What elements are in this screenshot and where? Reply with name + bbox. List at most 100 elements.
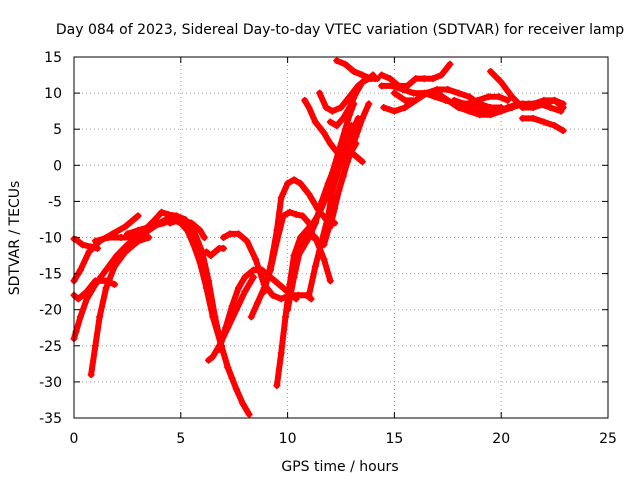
series-arc-5 (87, 234, 153, 379)
data-point (504, 96, 512, 104)
data-point (446, 60, 454, 68)
data-point (164, 210, 172, 218)
data-point (74, 295, 82, 303)
data-point (292, 210, 300, 218)
series-arc-31 (487, 67, 567, 112)
data-point (386, 75, 394, 83)
y-axis-label: SDTVAR / TECUs (7, 181, 23, 296)
grid-lines (74, 57, 608, 418)
data-point (96, 313, 104, 321)
data-point (196, 259, 204, 267)
data-point (249, 266, 257, 274)
data-point (316, 89, 324, 97)
data-point (337, 104, 345, 112)
data-point (305, 190, 313, 198)
data-point (254, 298, 262, 306)
data-point (277, 295, 285, 303)
data-point (134, 226, 142, 234)
data-point (429, 75, 437, 83)
data-point (205, 356, 213, 364)
data-point (557, 107, 565, 115)
data-point (519, 104, 527, 112)
data-point (247, 313, 255, 321)
data-point (296, 179, 304, 187)
y-tick-label: 15 (44, 50, 62, 66)
data-point (559, 100, 567, 108)
data-point (76, 266, 84, 274)
data-point (378, 82, 386, 90)
data-point (339, 114, 347, 122)
data-point (311, 234, 319, 241)
data-point (104, 234, 112, 241)
chart-title: Day 084 of 2023, Sidereal Day-to-day VTE… (56, 22, 624, 38)
data-point (301, 96, 309, 104)
data-point (305, 234, 313, 241)
data-point (333, 122, 341, 130)
data-point (551, 96, 559, 104)
data-point (412, 96, 420, 104)
axis-ticks: 0 5 10 15 20 25 -35 -30 -25 -20 -15 -10 -5 0 5 10 15 (39, 50, 617, 447)
y-tick-label: -25 (39, 339, 62, 355)
data-point (226, 230, 234, 238)
x-tick-label: 25 (599, 431, 617, 447)
data-point (305, 104, 313, 112)
data-point (333, 57, 341, 65)
data-point (444, 96, 452, 104)
data-point (292, 295, 300, 303)
data-point (117, 234, 125, 241)
data-point (497, 78, 505, 86)
data-point (454, 89, 462, 97)
data-point (311, 219, 319, 227)
data-point (328, 107, 336, 115)
data-point (339, 172, 347, 180)
data-point (76, 313, 84, 321)
data-point (333, 158, 341, 166)
data-point (378, 71, 386, 79)
data-point (121, 248, 129, 256)
data-point (311, 262, 319, 270)
data-point (277, 349, 285, 357)
data-point (326, 118, 334, 126)
data-point (202, 248, 210, 256)
series-arc-20 (326, 140, 360, 231)
data-point (476, 111, 484, 119)
data-point (286, 208, 294, 216)
y-tick-label: -15 (39, 267, 62, 283)
data-point (504, 104, 512, 112)
data-point (354, 154, 362, 162)
data-point (187, 219, 195, 227)
data-point (399, 85, 407, 93)
data-point (290, 176, 298, 184)
data-point (444, 85, 452, 93)
data-point (420, 75, 428, 83)
data-point (292, 255, 300, 263)
data-point (311, 118, 319, 126)
data-point (91, 237, 99, 245)
data-point (224, 363, 232, 371)
data-point (322, 104, 330, 112)
data-point (454, 104, 462, 112)
data-point (328, 187, 336, 195)
data-point (267, 262, 275, 270)
data-point (123, 230, 131, 238)
data-point (341, 154, 349, 162)
data-point (284, 179, 292, 187)
data-point (341, 60, 349, 68)
data-point (495, 93, 503, 101)
data-point (134, 237, 142, 245)
data-point (160, 219, 168, 227)
y-tick-label: -20 (39, 303, 62, 319)
series-arc-18 (305, 114, 362, 299)
data-point (540, 100, 548, 108)
data-point (79, 241, 87, 249)
data-point (335, 150, 343, 158)
data-point (252, 255, 260, 263)
y-tick-label: 0 (53, 158, 62, 174)
data-point (437, 71, 445, 79)
data-point (228, 374, 236, 382)
data-point (258, 266, 266, 274)
data-point (412, 75, 420, 83)
data-point (326, 223, 334, 231)
data-point (320, 255, 328, 263)
data-point (350, 67, 358, 75)
